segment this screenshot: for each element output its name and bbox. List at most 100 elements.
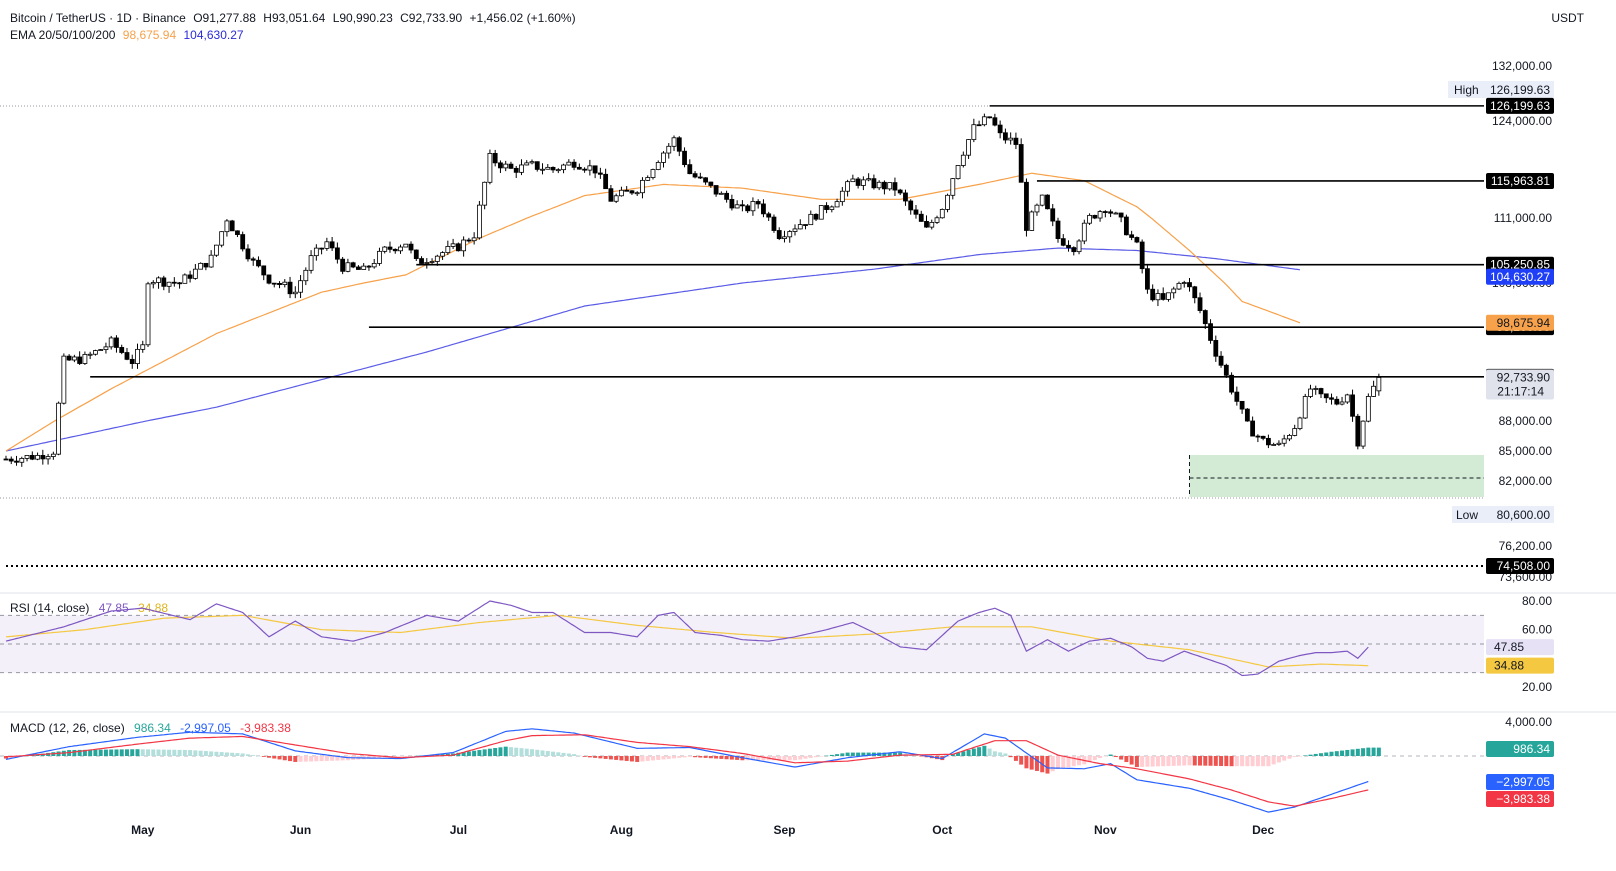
macd-hist-bar bbox=[614, 756, 619, 760]
candle-body bbox=[235, 230, 240, 235]
candle-body bbox=[177, 282, 182, 285]
macd-hist-bar bbox=[603, 756, 608, 759]
macd-hist-bar bbox=[1182, 756, 1187, 766]
macd-hist-bar bbox=[1155, 756, 1160, 767]
candle-body bbox=[292, 291, 298, 295]
macd-hist-bar bbox=[72, 749, 77, 756]
candle-body bbox=[524, 162, 530, 166]
candle-body bbox=[645, 177, 651, 181]
candle-body bbox=[513, 167, 519, 173]
macd-hist-bar bbox=[819, 756, 824, 757]
level-badge-1-bg bbox=[1486, 172, 1554, 189]
candle-body bbox=[103, 346, 109, 350]
candle-body bbox=[761, 203, 766, 215]
candle-body bbox=[1244, 408, 1250, 422]
candle-body bbox=[929, 221, 935, 228]
candle-body bbox=[455, 243, 461, 252]
macd-hist-bar bbox=[109, 749, 114, 756]
macd-hist-bar bbox=[114, 749, 119, 756]
candle-body bbox=[408, 243, 414, 251]
candle-body bbox=[771, 216, 777, 231]
candle-body bbox=[398, 246, 403, 252]
macd-hist-bar bbox=[1129, 756, 1134, 765]
macd-hist-bar bbox=[393, 756, 398, 758]
macd-hist-bar bbox=[777, 756, 782, 761]
candle-body bbox=[808, 213, 814, 226]
last-price-countdown: 21:17:14 bbox=[1497, 384, 1544, 398]
candle-body bbox=[1202, 310, 1208, 325]
candle-body bbox=[108, 337, 114, 348]
macd-hist-bar bbox=[856, 752, 861, 756]
macd-hist-bar bbox=[540, 750, 545, 756]
candle-body bbox=[240, 234, 246, 250]
macd-hist-bar bbox=[282, 756, 287, 761]
macd-hist-bar bbox=[98, 749, 103, 756]
candle-body bbox=[782, 236, 787, 240]
macd-hist-bar bbox=[1045, 756, 1050, 774]
macd-hist-bar bbox=[188, 750, 193, 756]
candle-body bbox=[566, 161, 572, 166]
macd-hist-bar bbox=[498, 747, 503, 756]
macd-hist-bar bbox=[735, 756, 740, 760]
macd-hist-bar bbox=[1176, 756, 1181, 766]
macd-hist-bar bbox=[971, 748, 976, 756]
macd-hist-bar bbox=[1319, 753, 1323, 756]
candle-body bbox=[1302, 396, 1308, 419]
candle-body bbox=[1108, 211, 1113, 214]
macd-hist-bar bbox=[1329, 751, 1334, 756]
macd-hist-bar bbox=[808, 756, 813, 758]
candle-body bbox=[1055, 220, 1061, 240]
rsi-badge-bg bbox=[1486, 639, 1554, 656]
macd-hist-bar bbox=[151, 749, 156, 756]
candle-body bbox=[1313, 388, 1319, 390]
macd-hist-bar bbox=[1245, 756, 1250, 767]
candle-body bbox=[724, 192, 730, 200]
macd-histogram bbox=[4, 745, 1381, 774]
macd-hist-bar bbox=[1334, 751, 1339, 756]
candle-body bbox=[71, 356, 77, 361]
candle-body bbox=[298, 280, 303, 293]
candle-body bbox=[1123, 216, 1129, 236]
macd-hist-bar bbox=[209, 751, 214, 756]
candle-body bbox=[1029, 211, 1035, 231]
macd-hist-bar bbox=[861, 752, 866, 756]
candle-body bbox=[655, 162, 661, 170]
ema-legend-label: EMA 20/50/100/200 bbox=[10, 28, 116, 42]
currency-label[interactable]: USDT bbox=[1551, 11, 1584, 25]
candle-body bbox=[629, 190, 635, 194]
ema200-badge: 104,630.27 bbox=[1490, 270, 1550, 284]
macd-hist-bar bbox=[650, 756, 655, 761]
macd-badge-bg bbox=[1486, 774, 1554, 790]
candle-body bbox=[277, 282, 282, 286]
macd-hist-bar bbox=[966, 749, 971, 756]
macd-hist-bar bbox=[1087, 756, 1092, 763]
macd-hist-bar bbox=[1266, 756, 1271, 767]
chart-header: Bitcoin / TetherUS · 1D · Binance O91,27… bbox=[10, 11, 580, 25]
candle-body bbox=[156, 277, 161, 283]
macd-hist-bar bbox=[130, 749, 135, 756]
macd-hist-badge-bg bbox=[1486, 741, 1554, 757]
macd-hist-bar bbox=[1361, 748, 1366, 756]
macd-hist-bar bbox=[1308, 754, 1313, 756]
candle-body bbox=[498, 162, 503, 169]
candle-body bbox=[50, 453, 56, 457]
macd-hist-bar bbox=[913, 755, 918, 756]
candle-body bbox=[640, 179, 645, 194]
macd-hist-bar bbox=[845, 752, 850, 756]
macd-hist-bar bbox=[230, 752, 235, 756]
macd-hist-bar bbox=[866, 752, 871, 756]
candle-body bbox=[98, 349, 104, 351]
macd-hist-bar bbox=[503, 746, 508, 756]
macd-hist-bar bbox=[656, 756, 661, 760]
macd-hist-bar bbox=[672, 756, 677, 759]
macd-hist-bar bbox=[1371, 747, 1376, 756]
macd-hist-bar bbox=[1124, 756, 1129, 763]
time-tick-sep: Sep bbox=[773, 823, 795, 837]
candle-body bbox=[14, 460, 19, 463]
candle-body bbox=[803, 224, 808, 226]
candle-body bbox=[1271, 444, 1277, 446]
candle-body bbox=[219, 231, 225, 246]
macd-hist-bar bbox=[1234, 756, 1239, 767]
macd-hist-bar bbox=[608, 756, 613, 760]
